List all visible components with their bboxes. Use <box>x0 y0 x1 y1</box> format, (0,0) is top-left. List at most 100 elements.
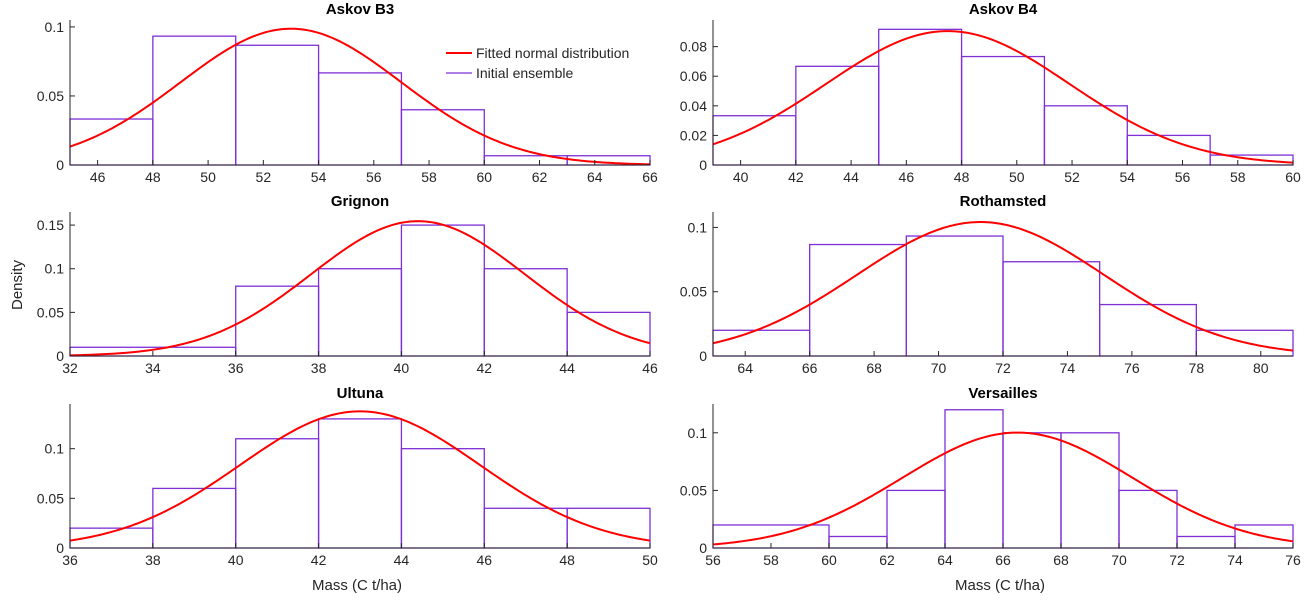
legend-label: Initial ensemble <box>476 65 573 81</box>
x-tick-label: 70 <box>1111 552 1127 568</box>
fitted-normal-curve <box>69 410 651 542</box>
x-tick-label: 40 <box>733 169 749 185</box>
x-tick-label: 46 <box>899 169 915 185</box>
panel-0: Askov B3 46 48 50 52 54 56 58 60 62 64 66 0 0.05 0.1 <box>37 1 658 185</box>
x-tick-label: 56 <box>1175 169 1191 185</box>
x-tick-label: 80 <box>1253 360 1269 376</box>
y-tick-label: 0.05 <box>37 490 64 506</box>
y-tick-label: 0.02 <box>680 127 707 143</box>
y-tick-label: 0.1 <box>45 441 65 457</box>
x-tick-label: 60 <box>1285 169 1301 185</box>
panel-title: Askov B3 <box>326 1 394 18</box>
x-tick-label: 44 <box>394 552 410 568</box>
fitted-normal-curve <box>712 431 1294 546</box>
x-tick-label: 38 <box>311 360 327 376</box>
x-tick-label: 72 <box>1169 552 1185 568</box>
histogram-bar <box>317 268 403 357</box>
y-tick-label: 0.1 <box>45 261 65 277</box>
y-tick-label: 0 <box>56 348 64 364</box>
panel-4: Ultuna 36 38 40 42 44 46 48 50 0 0.05 0.1 <box>37 385 658 568</box>
x-tick-label: 54 <box>311 169 327 185</box>
x-tick-label: 60 <box>821 552 837 568</box>
panel-title: Ultuna <box>337 385 384 402</box>
x-tick-label: 74 <box>1060 360 1076 376</box>
histogram-bar <box>944 409 1004 549</box>
fitted-normal-curve <box>69 27 651 166</box>
panel-2: Grignon 32 34 36 38 40 42 44 46 0 0.05 0.1 0.15 <box>37 193 658 376</box>
x-tick-label: 34 <box>145 360 161 376</box>
y-tick-label: 0 <box>699 348 707 364</box>
x-tick-label: 50 <box>642 552 658 568</box>
x-tick-label: 66 <box>642 169 658 185</box>
histogram-bar <box>1043 105 1128 166</box>
histogram-bar <box>317 418 403 549</box>
y-tick-label: 0.1 <box>688 219 708 235</box>
histogram-bar <box>317 72 403 166</box>
x-tick-label: 50 <box>1009 169 1025 185</box>
legend: Fitted normal distribution Initial ensemb… <box>446 45 629 81</box>
y-tick-label: 0 <box>699 157 707 173</box>
histogram-bar <box>809 243 907 357</box>
x-tick-label: 60 <box>476 169 492 185</box>
histogram-bar <box>400 109 485 166</box>
panel-title: Grignon <box>331 193 389 210</box>
x-tick-label: 32 <box>62 360 78 376</box>
y-tick-label: 0.05 <box>680 284 707 300</box>
x-tick-label: 44 <box>843 169 859 185</box>
x-tick-label: 62 <box>532 169 548 185</box>
fitted-normal-curve <box>712 30 1294 164</box>
x-tick-label: 42 <box>476 360 492 376</box>
histogram-bar <box>828 535 888 549</box>
histogram-bar <box>712 329 811 357</box>
x-tick-label: 48 <box>145 169 161 185</box>
x-tick-label: 38 <box>145 552 161 568</box>
x-tick-label: 54 <box>1119 169 1135 185</box>
x-tick-label: 52 <box>256 169 272 185</box>
histogram-bar <box>1176 535 1236 549</box>
x-tick-label: 46 <box>642 360 658 376</box>
x-tick-label: 46 <box>90 169 106 185</box>
x-tick-label: 44 <box>559 360 575 376</box>
x-tick-label: 40 <box>394 360 410 376</box>
histogram-bar <box>1060 432 1120 549</box>
panel-title: Versailles <box>968 385 1037 402</box>
y-tick-label: 0.05 <box>37 88 64 104</box>
y-tick-label: 0.06 <box>680 68 707 84</box>
x-tick-label: 78 <box>1189 360 1205 376</box>
y-tick-label: 0 <box>699 540 707 556</box>
histogram-bar <box>152 35 237 166</box>
x-tick-label: 66 <box>802 360 818 376</box>
x-tick-label: 42 <box>311 552 327 568</box>
panel-title: Rothamsted <box>960 193 1047 210</box>
x-tick-label: 74 <box>1227 552 1243 568</box>
y-axis-label: Density <box>9 259 26 310</box>
panel-title: Askov B4 <box>969 1 1038 18</box>
panel-3: Rothamsted 64 66 68 70 72 74 76 78 80 0 0.05 0.1 <box>680 193 1294 376</box>
histogram-bar <box>235 438 320 549</box>
y-tick-label: 0.04 <box>680 98 707 114</box>
x-tick-label: 48 <box>559 552 575 568</box>
panel-1: Askov B4 40 42 44 46 48 50 52 54 56 58 60 0 0.02 0.04 0… <box>680 1 1301 185</box>
x-tick-label: 58 <box>763 552 779 568</box>
y-tick-label: 0.1 <box>45 19 65 35</box>
histogram-bar <box>960 55 1046 166</box>
y-tick-label: 0.05 <box>680 482 707 498</box>
x-tick-label: 72 <box>995 360 1011 376</box>
x-tick-label: 64 <box>737 360 753 376</box>
histogram-bar <box>1002 261 1101 357</box>
x-tick-label: 48 <box>954 169 970 185</box>
histogram-bar <box>152 487 237 549</box>
x-tick-label: 36 <box>228 360 244 376</box>
x-tick-label: 64 <box>587 169 603 185</box>
x-tick-label: 46 <box>476 552 492 568</box>
x-tick-label: 58 <box>421 169 437 185</box>
x-tick-label: 70 <box>931 360 947 376</box>
histogram-bar <box>795 65 880 166</box>
histogram-bar <box>235 44 320 166</box>
x-tick-label: 42 <box>788 169 804 185</box>
x-tick-label: 52 <box>1064 169 1080 185</box>
histogram-bar <box>400 448 485 549</box>
x-tick-label: 68 <box>866 360 882 376</box>
x-tick-label: 56 <box>366 169 382 185</box>
